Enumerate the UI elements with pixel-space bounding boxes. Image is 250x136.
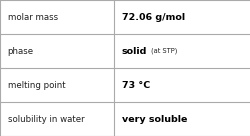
Text: melting point: melting point [8, 81, 65, 89]
Text: (at STP): (at STP) [150, 48, 176, 54]
Text: 73 °C: 73 °C [121, 81, 150, 89]
Text: phase: phase [8, 47, 34, 55]
Text: solid: solid [121, 47, 146, 55]
Text: very soluble: very soluble [121, 115, 186, 123]
Text: 72.06 g/mol: 72.06 g/mol [121, 13, 184, 21]
Text: solubility in water: solubility in water [8, 115, 84, 123]
Text: molar mass: molar mass [8, 13, 58, 21]
